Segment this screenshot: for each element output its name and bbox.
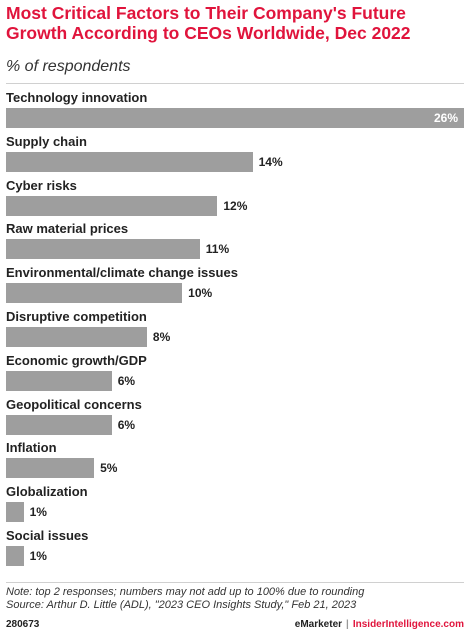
chart-id: 280673 xyxy=(6,619,40,630)
category-label: Technology innovation xyxy=(6,90,148,105)
value-label: 26% xyxy=(434,111,459,125)
category-label: Social issues xyxy=(6,528,89,543)
bar xyxy=(6,239,200,260)
value-label: 6% xyxy=(117,417,136,432)
bar xyxy=(6,151,253,172)
category-label: Environmental/climate change issues xyxy=(6,265,238,281)
footer-brand: eMarketer | InsiderIntelligence.com xyxy=(295,619,464,630)
category-label: Globalization xyxy=(6,484,88,500)
category-label: Disruptive competition xyxy=(6,309,147,324)
bar xyxy=(6,502,24,523)
source-text: Source: Arthur D. Little (ADL), "2023 CE… xyxy=(6,599,357,611)
bottom-divider xyxy=(6,582,464,583)
insider-intelligence-link[interactable]: InsiderIntelligence.com xyxy=(352,619,464,630)
value-label: 8% xyxy=(152,330,171,344)
category-label: Raw material prices xyxy=(6,221,129,237)
bar xyxy=(6,283,183,304)
category-label: Economic growth/GDP xyxy=(6,352,147,368)
bar xyxy=(6,370,112,391)
value-label: 5% xyxy=(100,461,118,476)
emarketer-brand: eMarketer xyxy=(294,619,343,630)
value-label: 14% xyxy=(258,154,283,169)
category-label: Cyber risks xyxy=(6,177,77,193)
note-text: Note: top 2 responses; numbers may not a… xyxy=(6,586,365,598)
value-label: 1% xyxy=(29,549,47,563)
bar xyxy=(6,458,95,479)
category-label: Geopolitical concerns xyxy=(6,396,142,412)
category-label: Supply chain xyxy=(6,133,87,149)
value-label: 10% xyxy=(188,286,213,301)
bar xyxy=(6,195,218,216)
bar xyxy=(6,327,147,347)
top-divider xyxy=(6,83,464,84)
value-label: 1% xyxy=(29,505,47,520)
brand-separator: | xyxy=(346,619,349,630)
bar xyxy=(6,546,24,566)
value-label: 11% xyxy=(205,242,230,257)
bar xyxy=(6,414,112,435)
category-label: Inflation xyxy=(6,440,57,456)
value-label: 12% xyxy=(223,198,248,213)
chart-title: Most Critical Factors to Their Company's… xyxy=(6,3,411,43)
value-label: 6% xyxy=(117,373,136,388)
bar xyxy=(6,108,464,128)
chart-subtitle: % of respondents xyxy=(6,58,131,75)
